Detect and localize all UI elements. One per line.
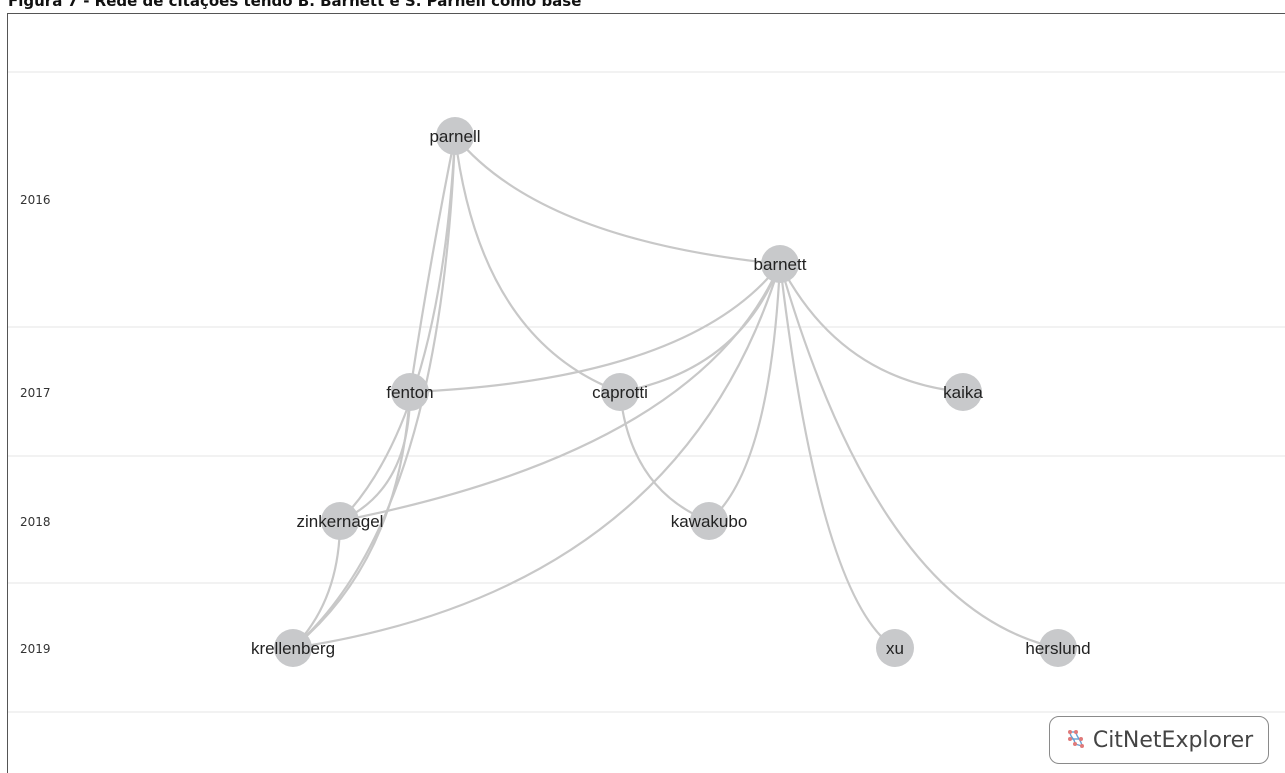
year-label-2019: 2019	[20, 642, 51, 656]
figure-caption: Figura 7 - Rede de citações tendo B. Bar…	[8, 0, 582, 10]
year-label-2018: 2018	[20, 515, 51, 529]
node-krellenberg[interactable]: krellenberg	[251, 629, 335, 667]
edge-barnett-kaika	[779, 263, 964, 394]
node-circle-parnell[interactable]	[436, 117, 474, 155]
node-circle-herslund[interactable]	[1039, 629, 1077, 667]
node-label-parnell: parnell	[429, 127, 480, 146]
edge-parnell-fenton	[408, 135, 457, 393]
node-fenton[interactable]: fenton	[386, 373, 434, 411]
node-kawakubo[interactable]: kawakubo	[671, 502, 748, 540]
edge-barnett-zinkernagel	[339, 263, 782, 523]
edge-barnett-kawakubo	[708, 263, 782, 522]
node-circle-kawakubo[interactable]	[690, 502, 728, 540]
edge-caprotti-kawakubo	[618, 391, 710, 523]
edge-parnell-zinkernagel	[339, 135, 457, 522]
network-icon	[1067, 730, 1084, 748]
year-label-2016: 2016	[20, 193, 51, 207]
node-circle-zinkernagel[interactable]	[321, 502, 359, 540]
edge-barnett-herslund	[778, 263, 1059, 650]
node-circle-krellenberg[interactable]	[274, 629, 312, 667]
node-label-xu: xu	[886, 639, 904, 658]
node-caprotti[interactable]: caprotti	[592, 373, 648, 411]
year-label-2017: 2017	[20, 386, 51, 400]
node-circle-caprotti[interactable]	[601, 373, 639, 411]
node-circle-kaika[interactable]	[944, 373, 982, 411]
edge-zinkernagel-krellenberg	[292, 520, 342, 649]
edge-barnett-krellenberg	[292, 263, 782, 650]
node-herslund[interactable]: herslund	[1025, 629, 1091, 667]
node-label-zinkernagel: zinkernagel	[297, 512, 384, 531]
node-label-fenton: fenton	[386, 383, 433, 402]
node-label-krellenberg: krellenberg	[251, 639, 335, 658]
node-label-barnett: barnett	[754, 255, 807, 274]
node-label-kawakubo: kawakubo	[671, 512, 748, 531]
node-label-herslund: herslund	[1025, 639, 1090, 658]
brand-name: CitNetExplorer	[1092, 727, 1254, 753]
year-separators	[8, 71, 1285, 713]
node-barnett[interactable]: barnett	[754, 245, 807, 283]
edge-barnett-xu	[778, 263, 896, 649]
node-xu[interactable]: xu	[876, 629, 914, 667]
node-circle-fenton[interactable]	[391, 373, 429, 411]
edges	[292, 135, 1059, 650]
node-parnell[interactable]: parnell	[429, 117, 481, 155]
node-label-caprotti: caprotti	[592, 383, 648, 402]
edge-parnell-krellenberg	[292, 135, 457, 649]
node-label-kaika: kaika	[943, 383, 983, 402]
edge-parnell-caprotti	[453, 135, 621, 394]
nodes: parnell barnett fenton caprotti kaika zinkern…	[251, 117, 1091, 667]
edge-barnett-fenton	[409, 263, 781, 394]
node-kaika[interactable]: kaika	[943, 373, 983, 411]
node-circle-xu[interactable]	[876, 629, 914, 667]
edge-fenton-krellenberg	[292, 391, 412, 649]
node-circle-barnett[interactable]	[761, 245, 799, 283]
node-zinkernagel[interactable]: zinkernagel	[297, 502, 384, 540]
diagram-frame	[7, 13, 1285, 773]
citnetexplorer-badge: CitNetExplorer	[1049, 716, 1269, 764]
edge-parnell-barnett	[454, 135, 781, 266]
